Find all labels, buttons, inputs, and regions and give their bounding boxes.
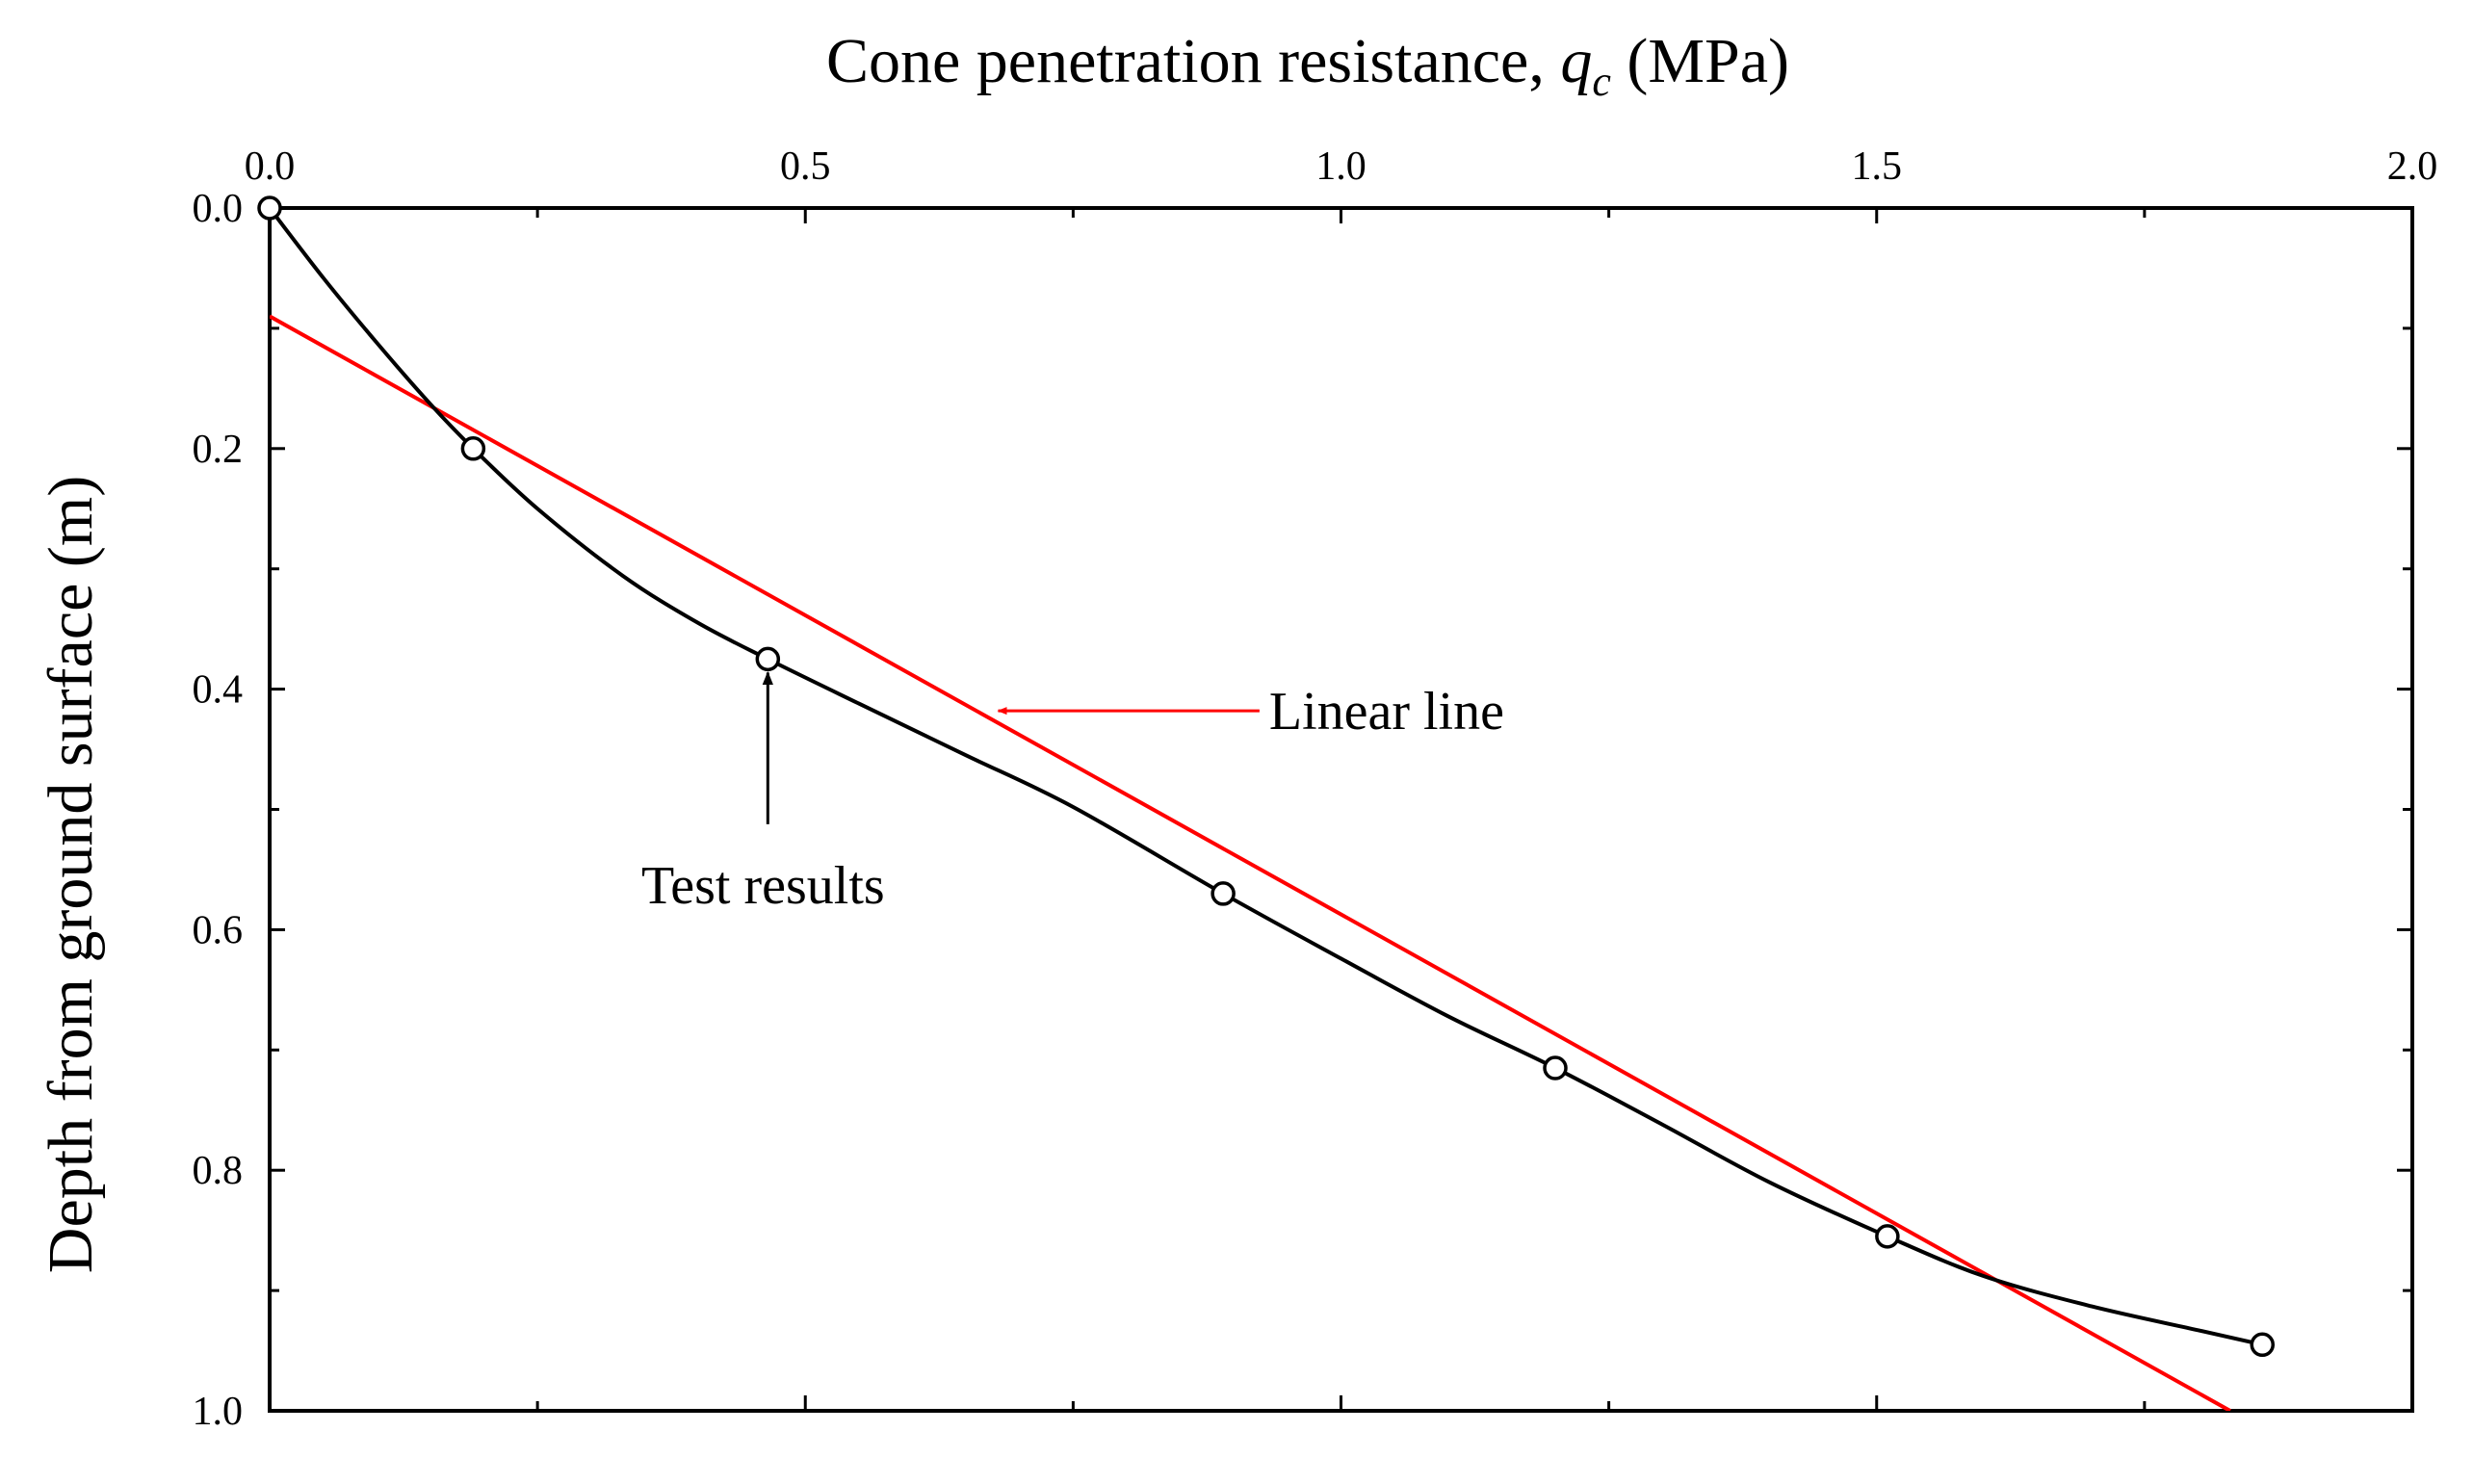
- test-result-point: [257, 195, 282, 221]
- axis-ticks: [268, 206, 2414, 1413]
- linear-line: [270, 314, 2231, 1411]
- test-result-point: [460, 436, 486, 461]
- y-tick-label: 0.6: [193, 908, 244, 952]
- y-tick-label: 0.4: [193, 668, 244, 713]
- test-result-point: [755, 646, 781, 672]
- test-result-point: [1210, 881, 1236, 906]
- y-axis-title: Depth from ground surface (m): [36, 476, 106, 1273]
- x-axis-title: Cone penetration resistance, qc (MPa): [826, 26, 1789, 105]
- test-result-point: [1875, 1224, 1900, 1249]
- y-tick-label: 0.0: [193, 187, 244, 231]
- test-results-curve: [270, 208, 2263, 1347]
- axis-tick-labels: 0.0 0.5 1.0 1.5 2.0 0.0 0.2 0.4 0.6 0.8 1.0: [193, 144, 2438, 1434]
- y-tick-label: 0.2: [193, 428, 244, 472]
- x-tick-label: 0.0: [245, 144, 296, 189]
- test-results-label: Test results: [641, 856, 885, 916]
- test-result-point: [2250, 1332, 2275, 1358]
- x-tick-label: 1.5: [1852, 144, 1903, 189]
- annotations: Linear line Test results: [641, 670, 1504, 916]
- plot-border: [268, 206, 2414, 1413]
- series-layer: [257, 195, 2275, 1411]
- plot-frame: [268, 206, 2414, 1413]
- test-result-point: [1543, 1055, 1568, 1080]
- linear-line-label: Linear line: [1269, 682, 1504, 742]
- y-tick-label: 0.8: [193, 1149, 244, 1193]
- x-tick-label: 2.0: [2387, 144, 2438, 189]
- x-tick-label: 0.5: [780, 144, 831, 189]
- x-tick-label: 1.0: [1315, 144, 1367, 189]
- y-tick-label: 1.0: [193, 1390, 244, 1434]
- series-clip-group: [270, 208, 2263, 1411]
